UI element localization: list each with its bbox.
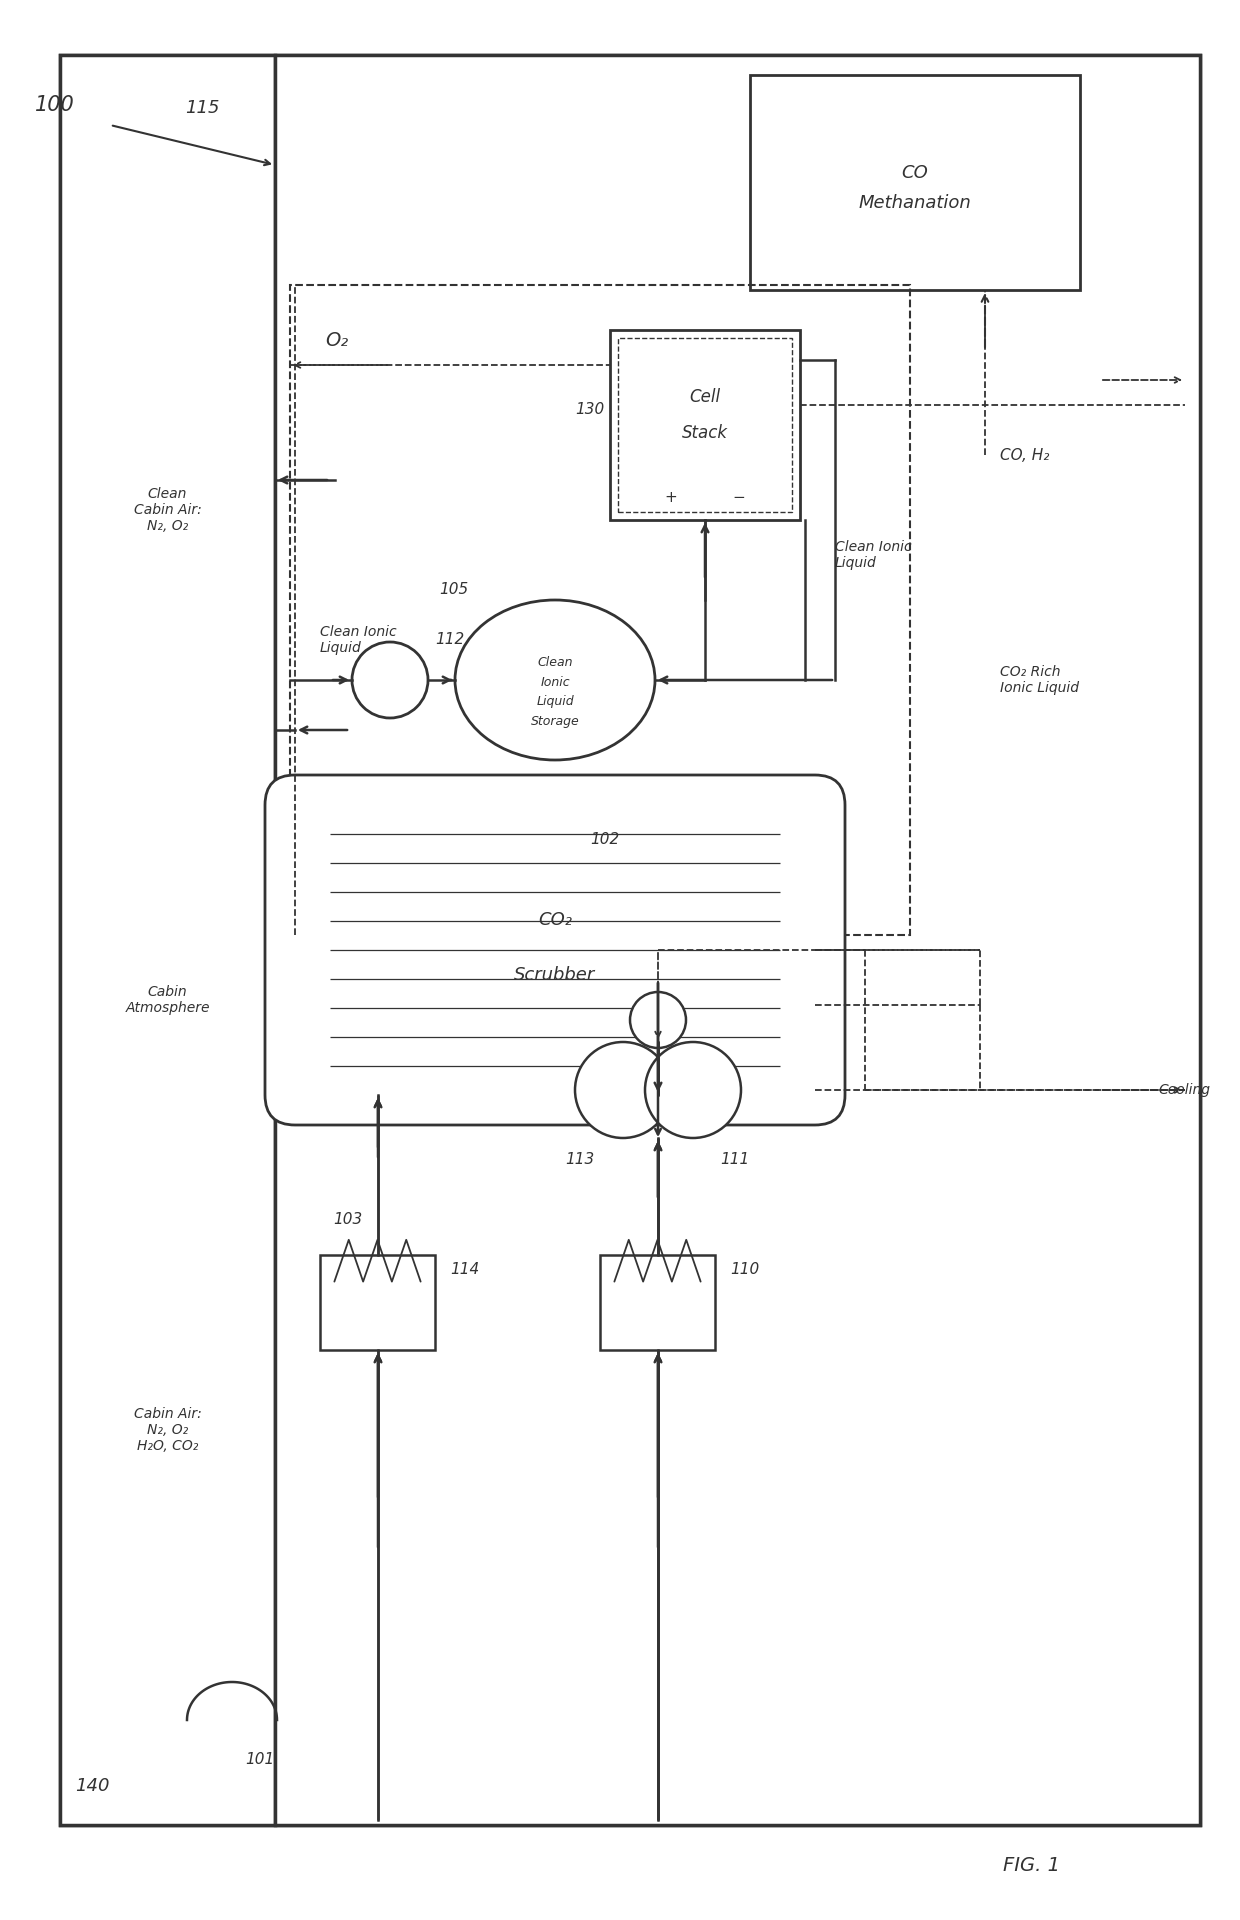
- Text: 114: 114: [450, 1263, 479, 1277]
- FancyBboxPatch shape: [265, 776, 844, 1125]
- Text: Clean
Cabin Air:
N₂, O₂: Clean Cabin Air: N₂, O₂: [134, 488, 201, 534]
- Text: 140: 140: [74, 1778, 109, 1795]
- Text: O₂: O₂: [325, 330, 348, 349]
- Text: 103: 103: [332, 1213, 362, 1227]
- Bar: [320, 1256, 435, 1350]
- Text: CO₂ Rich
Ionic Liquid: CO₂ Rich Ionic Liquid: [999, 664, 1079, 695]
- Ellipse shape: [455, 599, 655, 760]
- Bar: [618, 338, 792, 513]
- Text: 100: 100: [35, 94, 74, 115]
- Bar: [750, 75, 1080, 290]
- Text: 101: 101: [246, 1753, 274, 1768]
- Text: Scrubber: Scrubber: [515, 966, 595, 983]
- Text: 111: 111: [720, 1152, 749, 1167]
- Text: Cell: Cell: [689, 388, 720, 405]
- Text: −: −: [733, 490, 745, 505]
- Text: Ionic: Ionic: [541, 676, 570, 689]
- Text: Cooling: Cooling: [1158, 1083, 1210, 1096]
- Text: 102: 102: [590, 833, 619, 847]
- Text: +: +: [665, 490, 677, 505]
- Bar: [275, 56, 1200, 1826]
- Text: Methanation: Methanation: [858, 194, 971, 211]
- Ellipse shape: [575, 1043, 671, 1139]
- Ellipse shape: [645, 1043, 742, 1139]
- Bar: [290, 284, 910, 935]
- Text: Clean Ionic
Liquid: Clean Ionic Liquid: [835, 540, 911, 570]
- Text: 112: 112: [435, 632, 464, 647]
- Text: 130: 130: [575, 403, 605, 417]
- Text: FIG. 1: FIG. 1: [1003, 1857, 1060, 1876]
- Text: 115: 115: [185, 100, 219, 117]
- Text: 110: 110: [730, 1263, 759, 1277]
- Ellipse shape: [630, 993, 686, 1048]
- Text: Stack: Stack: [682, 424, 728, 442]
- Text: 105: 105: [439, 582, 467, 597]
- Ellipse shape: [352, 641, 428, 718]
- Text: Clean: Clean: [537, 655, 573, 668]
- Text: CO₂: CO₂: [538, 910, 572, 929]
- Text: Storage: Storage: [531, 716, 579, 728]
- Text: Cabin
Atmosphere: Cabin Atmosphere: [125, 985, 210, 1016]
- Text: CO, H₂: CO, H₂: [999, 447, 1049, 463]
- Text: CO: CO: [901, 163, 929, 182]
- Text: Cabin Air:
N₂, O₂
H₂O, CO₂: Cabin Air: N₂, O₂ H₂O, CO₂: [134, 1407, 201, 1453]
- Text: Clean Ionic
Liquid: Clean Ionic Liquid: [320, 624, 397, 655]
- Text: Liquid: Liquid: [536, 695, 574, 708]
- Bar: [60, 56, 275, 1826]
- Bar: [610, 330, 800, 520]
- Bar: [600, 1256, 715, 1350]
- Text: 113: 113: [565, 1152, 595, 1167]
